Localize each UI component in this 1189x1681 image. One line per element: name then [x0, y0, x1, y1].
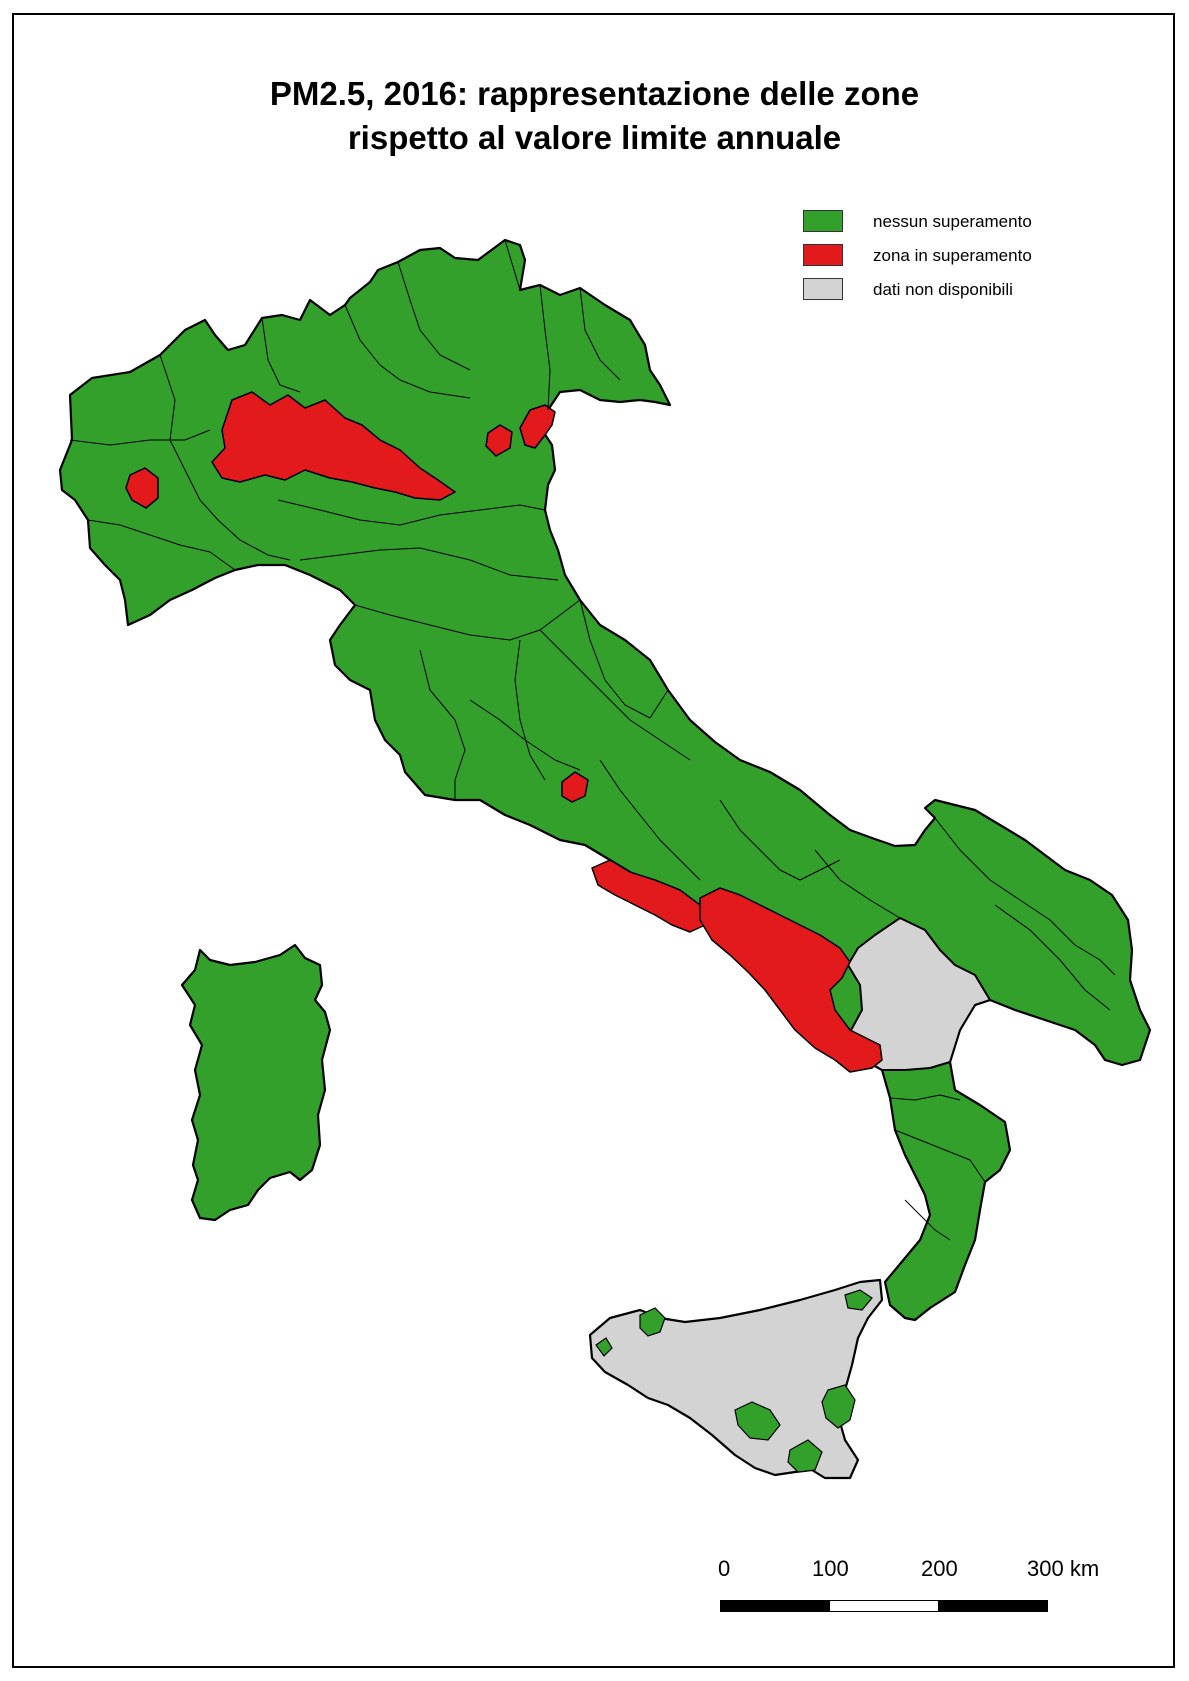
sicily-green-ragusa: [787, 1439, 823, 1473]
legend-swatch: [803, 278, 843, 300]
legend-swatch: [803, 210, 843, 232]
scale-segment: [829, 1601, 939, 1611]
exceedance-zone-padova: [485, 424, 513, 457]
zone-boundaries: [69, 239, 1116, 1241]
title-line-2: rispetto al valore limite annuale: [347, 119, 842, 156]
map-title: PM2.5, 2016: rappresentazione delle zone…: [0, 72, 1189, 160]
sicily-green-gela: [734, 1401, 781, 1441]
sicily-green-catania: [821, 1384, 856, 1429]
legend-label: nessun superamento: [873, 212, 1032, 231]
scale-tick-100: 100: [812, 1556, 849, 1581]
exceedance-zone-terni: [561, 771, 589, 803]
sicily-green-palermo: [639, 1307, 666, 1337]
scale-segment: [938, 1601, 1048, 1611]
sardinia-region: [180, 943, 332, 1222]
legend-label: zona in superamento: [873, 246, 1032, 265]
scale-bar-segments: [720, 1600, 1048, 1612]
scale-tick-300: 300 km: [1027, 1556, 1100, 1581]
scale-segment: [721, 1601, 830, 1611]
sicily-region: [588, 1278, 884, 1480]
scale-bar: 0 100 200 300 km: [718, 1556, 1099, 1612]
scale-tick-0: 0: [718, 1556, 731, 1581]
sicily-green-messina: [844, 1289, 873, 1311]
basilicata-region: [847, 917, 991, 1071]
exceedance-zone-turin: [125, 467, 159, 509]
exceedance-zone-po-valley: [211, 391, 456, 501]
scale-tick-200: 200: [921, 1556, 958, 1581]
exceedance-zone-venezia: [519, 404, 556, 449]
sicily-green-west: [595, 1337, 613, 1357]
title-line-1: PM2.5, 2016: rappresentazione delle zone: [269, 75, 920, 112]
exceedance-zone-campania: [699, 887, 883, 1073]
legend-swatch: [803, 244, 843, 266]
legend-label: dati non disponibili: [873, 280, 1013, 299]
exceedance-zone-frosinone: [591, 859, 706, 933]
